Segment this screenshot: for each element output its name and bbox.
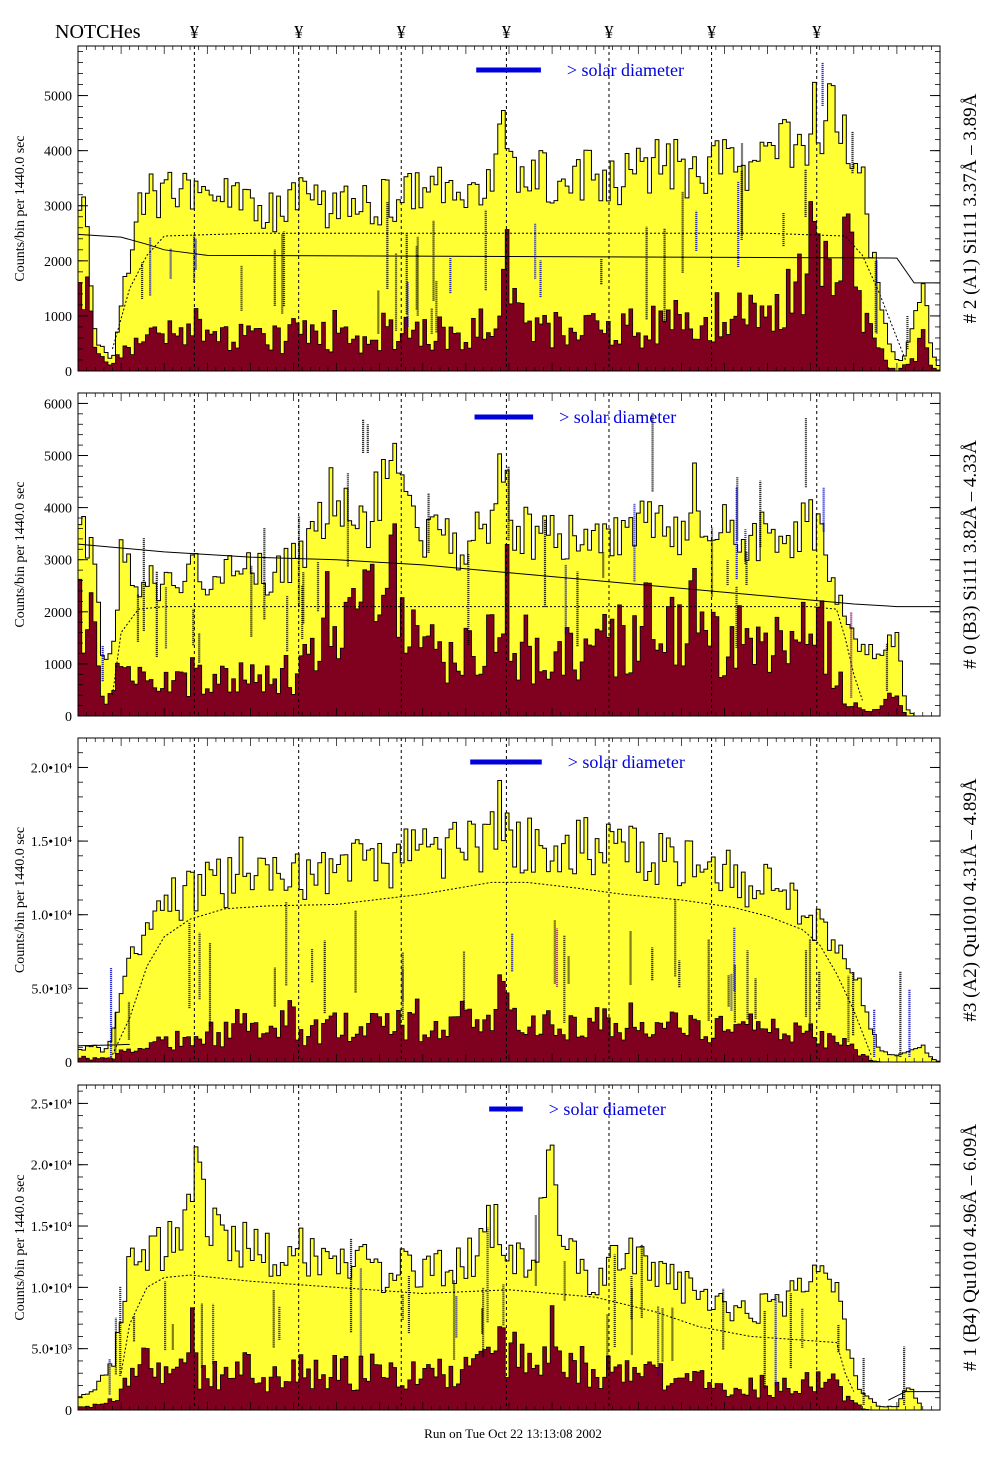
lower-counts-outline [78,974,940,1063]
model-solid-curve [77,233,940,284]
panels: 0 1000 2000 3000 4000 5000 Counts/bin per 1440… [13,45,981,1419]
y-tick-label: 5000 [44,90,72,105]
model-dotted-curve [111,232,906,361]
y-axis-label: Counts/bin per 1440.0 sec [13,481,28,627]
notch-symbol: ¥ [605,22,614,42]
solar-diameter-label: > solar diameter [567,60,684,80]
y-tick-label: 1.5•10⁴ [31,835,72,850]
run-info: Run on Tue Oct 22 13:13:08 2002 [424,1426,602,1441]
solar-diameter-label: > solar diameter [559,407,676,427]
solar-diameter-label: > solar diameter [568,752,685,772]
total-counts-area [78,1145,940,1410]
y-tick-label: 2.0•10⁴ [31,761,72,776]
y-tick-label: 2.5•10⁴ [31,1097,72,1112]
y-tick-label: 4000 [44,502,72,517]
y-axis-label: Counts/bin per 1440.0 sec [13,135,28,281]
panel-1: 0 1000 2000 3000 4000 5000 6000 Counts/bin per … [13,392,981,725]
notches-title: NOTCHes [55,21,141,43]
y-tick-label: 5.0•10³ [31,1343,72,1358]
notch-symbol: ¥ [812,22,821,42]
panel-2: 0 5.0•10³ 1.0•10⁴ 1.5•10⁴ 2.0•10⁴ Counts/bin … [13,737,981,1071]
y-tick-label: 0 [65,1056,72,1071]
total-counts-outline [78,81,940,366]
detector-label: # 2 (A1) Si111 3.37Å – 3.89Å [960,93,981,323]
notch-symbol: ¥ [502,22,511,42]
notch-symbol: ¥ [397,22,406,42]
y-tick-label: 1000 [44,658,72,673]
y-tick-label: 0 [65,365,72,380]
notch-symbol: ¥ [190,22,199,42]
model-dotted-curve [112,881,872,1055]
model-dotted-curve [111,606,863,701]
y-tick-label: 5.0•10³ [31,982,72,997]
solar-diameter-label: > solar diameter [549,1099,666,1119]
lower-counts-outline [78,523,940,717]
total-counts-outline [78,779,940,1062]
y-tick-label: 0 [65,710,72,725]
y-tick-label: 2000 [44,606,72,621]
lower-counts-outline [78,201,940,372]
panel-3: 0 5.0•10³ 1.0•10⁴ 1.5•10⁴ 2.0•10⁴ 2.5•10⁴ Coun… [13,1084,981,1419]
panel-0: 0 1000 2000 3000 4000 5000 Counts/bin per 1440… [13,45,981,380]
y-tick-label: 2.0•10⁴ [31,1159,72,1174]
y-tick-label: 2000 [44,255,72,270]
y-tick-label: 5000 [44,450,72,465]
total-counts-outline [78,442,940,717]
detector-label: #3 (A2) Qu1010 4.31Å – 4.89Å [960,778,981,1022]
y-tick-label: 1.5•10⁴ [31,1220,72,1235]
model-solid-curve [77,543,940,608]
notch-symbols: ¥ ¥ ¥ ¥ ¥ ¥ ¥ [190,22,821,42]
notch-symbol: ¥ [294,22,303,42]
lower-counts-outline [78,1305,940,1411]
y-tick-label: 1.0•10⁴ [31,909,72,924]
y-tick-label: 3000 [44,554,72,569]
y-tick-label: 3000 [44,200,72,215]
total-counts-area [78,780,940,1062]
y-tick-label: 1.0•10⁴ [31,1281,72,1296]
y-tick-label: 0 [65,1404,72,1419]
y-tick-label: 1000 [44,310,72,325]
y-axis-label: Counts/bin per 1440.0 sec [13,1174,28,1320]
total-counts-outline [78,1144,940,1411]
y-axis-label: Counts/bin per 1440.0 sec [13,827,28,973]
model-solid-curve [888,1391,940,1401]
model-dotted-curve [120,1274,855,1392]
total-counts-area [78,82,940,372]
y-tick-label: 4000 [44,145,72,160]
detector-label: # 0 (B3) Si111 3.82Å – 4.33Å [960,440,981,669]
notch-symbol: ¥ [707,22,716,42]
model-solid-curve [77,1043,130,1047]
detector-label: # 1 (B4) Qu1010 4.96Å – 6.09Å [960,1124,981,1371]
y-tick-label: 6000 [44,397,72,412]
lower-counts-area [78,974,940,1062]
